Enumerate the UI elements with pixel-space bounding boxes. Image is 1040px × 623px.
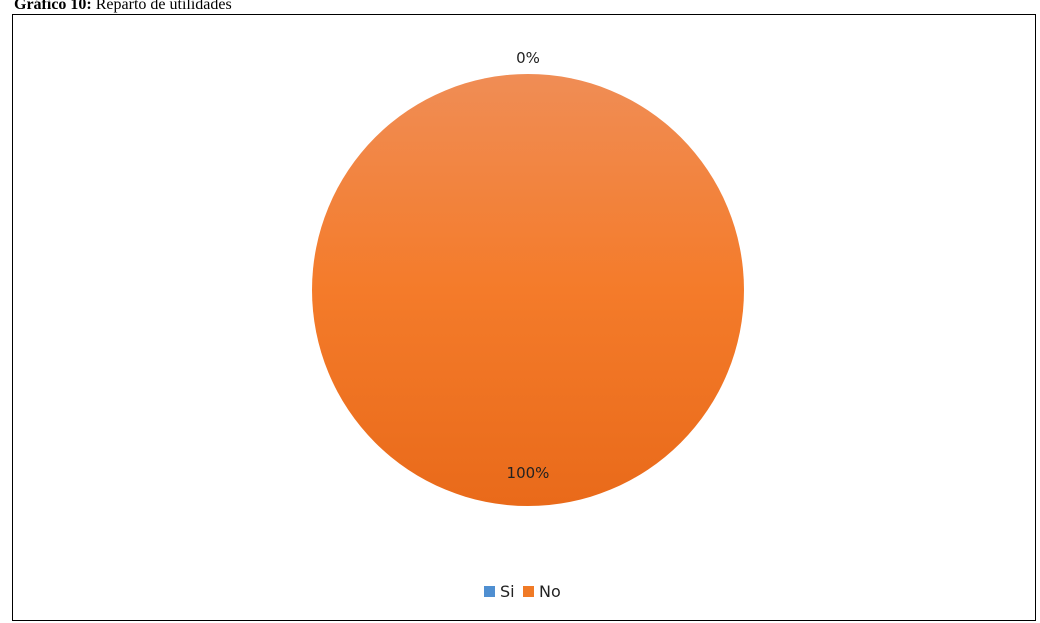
legend-swatch-si (484, 586, 495, 597)
figure-caption-label: Gráfico 10: (14, 0, 92, 13)
data-label-si: 0% (516, 49, 540, 67)
legend-label-no: No (539, 582, 561, 601)
data-label-no: 100% (507, 464, 550, 482)
figure-caption: Gráfico 10: Reparto de utilidades (14, 0, 232, 14)
legend: Si No (484, 582, 561, 601)
legend-label-si: Si (500, 582, 515, 601)
pie-slice-no (312, 74, 744, 506)
legend-swatch-no (523, 586, 534, 597)
figure-caption-text: Reparto de utilidades (95, 0, 232, 13)
pie-slices (312, 74, 744, 506)
